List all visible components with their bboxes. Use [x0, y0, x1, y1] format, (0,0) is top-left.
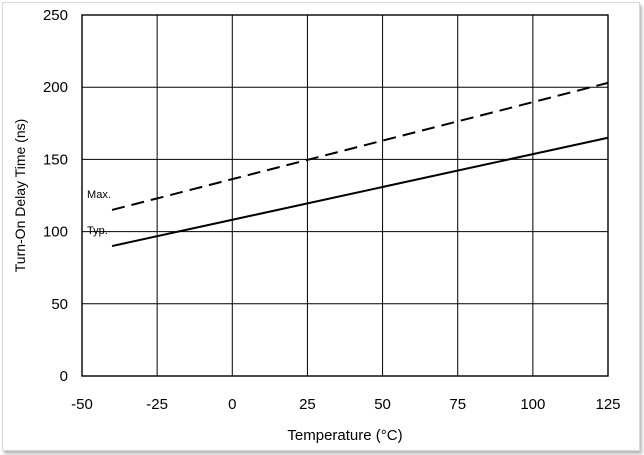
y-axis-label: Turn-On Delay Time (ns) — [12, 119, 28, 273]
x-axis-label: Temperature (°C) — [287, 427, 402, 444]
y-tick-label: 200 — [43, 79, 68, 96]
series-line-max — [111, 81, 609, 211]
x-tick-label: 0 — [228, 396, 236, 413]
x-tick-label: -50 — [71, 396, 93, 413]
series-layer — [111, 81, 609, 248]
y-tick-label: 0 — [60, 368, 68, 385]
series-annotation: Max. — [87, 189, 111, 201]
x-tick-label: 100 — [520, 396, 545, 413]
y-tick-label: 250 — [43, 7, 68, 24]
series-annotation: Typ. — [87, 225, 108, 237]
x-tick-label: 125 — [595, 396, 620, 413]
y-tick-label: 50 — [51, 296, 68, 313]
plot-area — [81, 14, 609, 377]
x-tick-label: 50 — [374, 396, 391, 413]
y-tick-label: 150 — [43, 151, 68, 168]
annotations: Max. Typ. — [87, 189, 111, 237]
y-tick-label: 100 — [43, 224, 68, 241]
x-tick-label: 75 — [449, 396, 466, 413]
x-tick-label: 25 — [299, 396, 316, 413]
x-tick-label: -25 — [146, 396, 168, 413]
series-line-typ — [111, 136, 609, 248]
tick-labels: -50 -25 0 25 50 75 100 125 0 50 100 150 200 250 — [43, 7, 621, 413]
